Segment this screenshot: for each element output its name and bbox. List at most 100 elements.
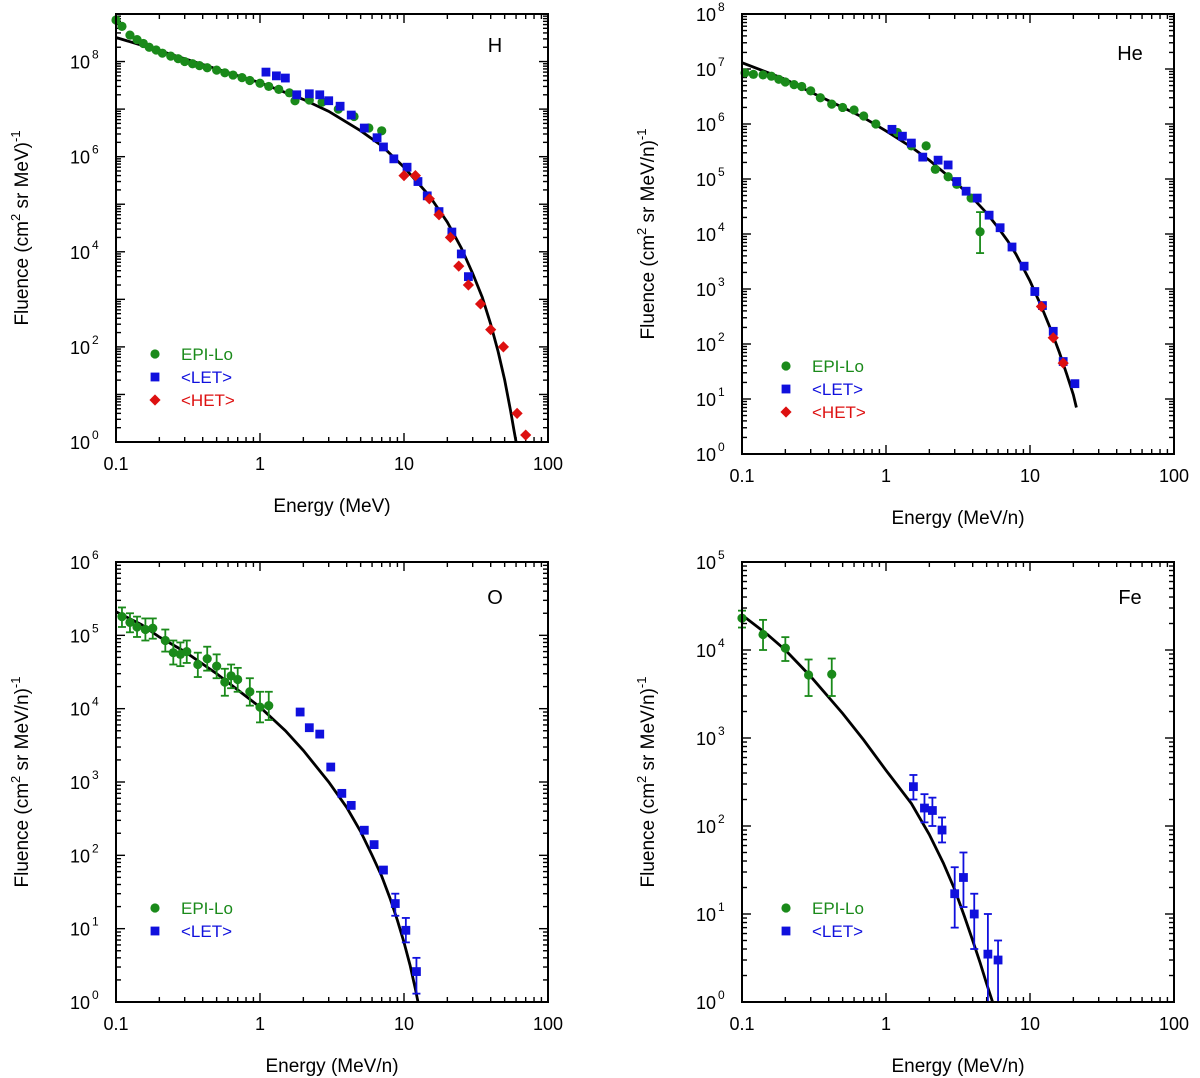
y-tick-exponent: 0 — [718, 988, 725, 1002]
data-point — [125, 617, 135, 628]
legend-marker — [781, 384, 791, 394]
data-point — [295, 707, 305, 717]
y-tick-label: 10 — [696, 817, 716, 837]
data-point — [359, 123, 369, 133]
y-tick-exponent: 0 — [92, 428, 99, 442]
data-point — [995, 223, 1005, 233]
legend-marker — [780, 406, 792, 418]
data-point — [180, 56, 190, 67]
y-tick-label: 10 — [696, 553, 716, 573]
fit-curve — [116, 610, 420, 1002]
legend-label: <HET> — [812, 403, 866, 422]
data-point — [228, 70, 238, 80]
data-point — [815, 93, 825, 103]
data-point — [959, 873, 968, 882]
data-point — [401, 925, 411, 935]
data-point — [157, 48, 167, 58]
legend-label: EPI-Lo — [181, 899, 233, 918]
x-tick-label: 100 — [533, 454, 563, 474]
x-tick-label: 100 — [1159, 1014, 1189, 1034]
data-point — [1047, 332, 1059, 344]
data-point — [315, 90, 325, 100]
data-point — [909, 782, 918, 792]
data-point — [520, 429, 532, 441]
fit-curve — [742, 613, 995, 1002]
data-point — [389, 154, 399, 164]
y-tick-label: 10 — [696, 5, 716, 25]
y-tick-label: 10 — [696, 60, 716, 80]
y-tick-label: 10 — [696, 993, 716, 1013]
data-point — [369, 840, 379, 850]
x-tick-label: 1 — [881, 466, 891, 486]
legend-marker — [150, 349, 160, 359]
data-point — [272, 71, 281, 81]
x-tick-label: 1 — [881, 1014, 891, 1034]
data-point — [255, 702, 265, 712]
data-point — [212, 65, 222, 75]
data-point — [202, 63, 212, 73]
data-point — [398, 169, 410, 182]
data-point — [456, 249, 466, 259]
data-point — [187, 59, 198, 69]
data-point — [827, 99, 837, 109]
x-axis-label: Energy (MeV/n) — [891, 1056, 1024, 1077]
y-tick-exponent: 8 — [92, 48, 99, 62]
y-tick-label: 10 — [696, 905, 716, 925]
y-tick-label: 10 — [70, 338, 90, 358]
data-point — [1030, 287, 1040, 296]
data-point — [497, 341, 509, 353]
y-tick-exponent: 5 — [718, 548, 725, 562]
data-point — [372, 133, 382, 143]
data-point — [748, 69, 759, 79]
data-point — [324, 96, 334, 106]
data-point — [193, 659, 203, 670]
data-point — [827, 669, 837, 679]
legend-marker — [149, 394, 161, 406]
data-point — [346, 110, 356, 120]
data-point — [780, 77, 790, 87]
data-point — [849, 105, 859, 115]
legend-marker — [150, 372, 160, 382]
series-let — [887, 124, 1080, 389]
y-tick-exponent: 0 — [92, 988, 99, 1002]
y-tick-exponent: 1 — [92, 915, 99, 929]
y-tick-label: 10 — [70, 148, 90, 168]
data-point — [194, 61, 205, 71]
data-point — [390, 899, 400, 908]
data-point — [859, 111, 869, 121]
data-point — [292, 90, 302, 100]
x-tick-label: 10 — [1020, 1014, 1040, 1034]
fit-curve — [742, 61, 1078, 408]
data-point — [921, 141, 931, 151]
data-point — [125, 30, 135, 40]
data-point — [220, 68, 230, 78]
y-tick-label: 10 — [696, 225, 716, 245]
data-point — [474, 298, 487, 310]
data-point — [447, 227, 457, 237]
data-point — [1035, 300, 1048, 313]
y-tick-exponent: 3 — [92, 768, 99, 782]
y-tick-label: 10 — [696, 115, 716, 135]
legend: EPI-Lo <LET> <HET> — [149, 345, 235, 410]
y-tick-label: 10 — [696, 280, 716, 300]
y-tick-label: 10 — [70, 773, 90, 793]
data-point — [511, 407, 523, 419]
y-tick-exponent: 4 — [718, 220, 725, 234]
y-tick-label: 10 — [70, 700, 90, 720]
plot-frame — [741, 561, 1175, 1003]
x-tick-label: 10 — [394, 1014, 414, 1034]
legend-marker — [150, 926, 160, 936]
data-point — [1019, 261, 1029, 271]
y-tick-label: 10 — [70, 920, 90, 940]
data-point — [918, 152, 928, 162]
x-axis-label: Energy (MeV) — [273, 496, 390, 517]
legend-label: <LET> — [181, 368, 232, 387]
y-tick-exponent: 6 — [92, 143, 99, 157]
data-point — [984, 210, 994, 220]
x-tick-label: 0.1 — [103, 1014, 128, 1034]
data-point — [803, 670, 814, 680]
data-point — [933, 155, 943, 165]
y-tick-label: 10 — [696, 641, 716, 661]
y-tick-exponent: 2 — [718, 330, 725, 344]
